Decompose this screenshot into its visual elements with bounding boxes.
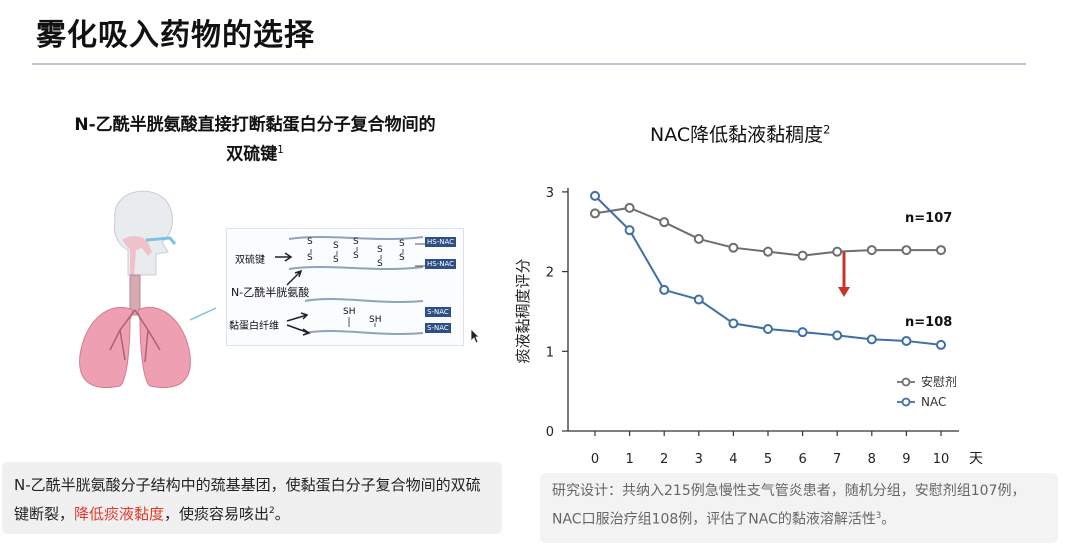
x-axis-label: 天 [969,451,983,467]
diagram-s-atom: S [399,253,405,263]
diagram-label-nac: N-乙酰半胱氨酸 [231,286,310,299]
data-point [659,217,670,228]
diagram-s-atom: S [353,251,359,261]
data-point [797,327,808,338]
data-point [866,245,877,256]
caption-highlight: 降低痰液黏度 [74,505,165,523]
data-point [901,245,912,256]
legend-swatch-marker [901,397,911,407]
y-axis-label: 痰液黏稠度评分 [514,258,532,363]
y-tick-label: 0 [546,425,554,440]
data-point [763,323,773,334]
x-tick-label: 9 [902,452,910,467]
data-point [763,246,773,257]
data-point [901,335,912,346]
caption-box: N-乙酰半胱氨酸分子结构中的巯基基团，使黏蛋白分子复合物间的双硫键断裂，降低痰液… [2,462,502,534]
data-point [590,190,600,201]
data-point [936,339,946,350]
diagram-tag: S-NAC [425,323,451,333]
diagram-label-mucin: 黏蛋白纤维 [229,321,279,332]
slide-title: 雾化吸入药物的选择 [36,18,315,53]
diagram-sh-group: SH [343,307,356,317]
mouse-pointer-icon [470,328,480,344]
legend-swatch-marker [901,377,911,387]
data-point [728,242,739,253]
y-tick-label: 1 [546,345,554,360]
series-annotation: n=107 [905,211,952,226]
caption-ref: 2 [269,506,275,516]
caption-text: N-乙酰半胱氨酸分子结构中的巯基基团，使黏蛋白分子复合物间的双硫键断裂，降低痰液… [14,476,481,523]
study-ref: 3 [875,510,882,520]
diagram-tag: S-NAC [425,307,451,317]
x-tick-label: 2 [660,452,668,467]
left-heading: N-乙酰半胱氨酸直接打断黏蛋白分子复合物间的 双硫键1 [20,112,490,168]
x-tick-label: 0 [591,452,599,467]
data-point [797,250,808,261]
x-tick-label: 7 [833,452,841,467]
data-point [659,284,670,295]
data-point [936,245,946,256]
legend-label: 安慰剂 [921,374,957,389]
study-design-text: 研究设计：共纳入215例急慢性支气管炎患者，随机分组，安慰剂组107例，NAC口… [552,483,1026,528]
data-point [624,225,635,236]
x-tick-label: 10 [933,452,950,467]
diagram-s-atom: S [307,237,313,247]
red-arrow-head [838,287,850,297]
x-tick-label: 3 [695,452,703,467]
y-tick-label: 3 [546,186,554,201]
chart-title: NAC降低黏液黏稠度2 [650,122,831,146]
data-point [693,233,704,244]
diagram-tag: HS-NAC [425,237,457,247]
legend-label: NAC [921,395,946,409]
data-point [624,202,635,213]
y-tick-label: 2 [546,266,554,281]
x-tick-label: 6 [798,452,806,467]
title-divider [32,63,1026,65]
diagram-s-atom: S [307,253,313,263]
x-tick-label: 4 [729,452,737,467]
left-heading-line2: 双硫键1 [226,144,284,165]
data-point [832,330,843,341]
chart-title-ref: 2 [823,122,831,137]
diagram-s-atom: S [377,245,383,255]
data-point [866,334,877,345]
diagram-s-atom: S [333,241,339,251]
series-line-1 [594,195,942,346]
series-annotation: n=108 [905,315,952,330]
left-heading-line1: N-乙酰半胱氨酸直接打断黏蛋白分子复合物间的 [74,115,436,135]
data-point [693,294,704,305]
diagram-s-atom: S [333,255,339,265]
x-tick-label: 5 [764,452,772,467]
diagram-s-atom: S [377,259,383,269]
diagram-sh-group: SH [369,315,382,325]
study-design-box: 研究设计：共纳入215例急慢性支气管炎患者，随机分组，安慰剂组107例，NAC口… [540,473,1058,543]
diagram-tag: HS-NAC [425,259,457,269]
data-point [728,318,739,329]
diagram-s-atom: S [399,239,405,249]
diagram-s-atom: S [353,237,359,247]
respiratory-illustration [79,190,217,388]
disulfide-diagram: 双硫键 N-乙酰半胱氨酸 黏蛋白纤维 S S S S S S S S S S S… [226,228,464,346]
diagram-label-disulfide: 双硫键 [235,255,265,266]
x-tick-label: 1 [625,452,633,467]
data-point [832,246,843,257]
data-point [590,208,600,219]
x-tick-label: 8 [868,452,876,467]
left-heading-ref: 1 [277,145,284,156]
